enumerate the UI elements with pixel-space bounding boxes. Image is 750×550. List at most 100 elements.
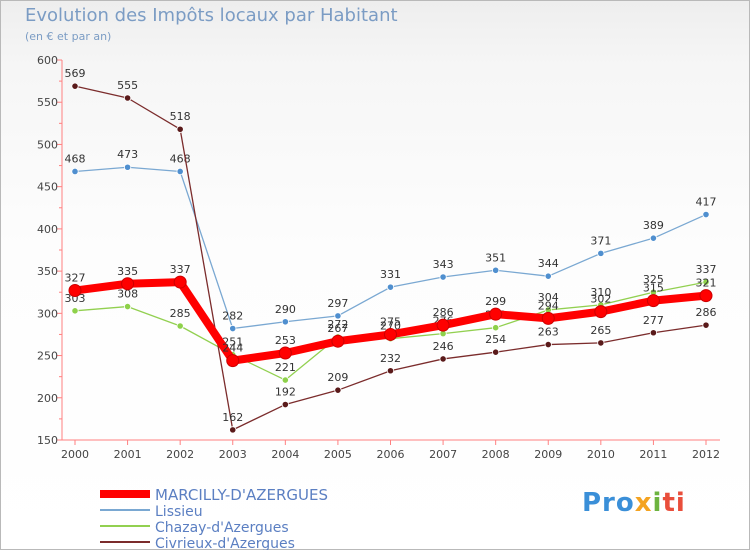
data-point: [594, 305, 608, 319]
data-label: 569: [65, 67, 86, 80]
x-tick-label: 2003: [219, 448, 247, 461]
y-tick-label: 200: [37, 392, 58, 405]
logo-part-i: i: [652, 488, 663, 518]
data-label: 192: [275, 386, 296, 399]
legend-label: Civrieux-d'Azergues: [155, 536, 295, 550]
legend-label: MARCILLY-D'AZERGUES: [155, 486, 328, 504]
x-tick-label: 2009: [534, 448, 562, 461]
data-label: 303: [65, 292, 86, 305]
data-label: 308: [117, 288, 138, 301]
data-point: [702, 278, 710, 286]
data-label: 468: [65, 152, 86, 165]
data-point: [597, 339, 605, 347]
data-point: [436, 318, 450, 332]
data-point: [281, 376, 289, 384]
data-point: [489, 307, 503, 321]
x-tick-label: 2002: [166, 448, 194, 461]
data-label: 265: [590, 324, 611, 337]
data-label: 310: [590, 286, 611, 299]
y-tick-label: 600: [37, 54, 58, 67]
data-label: 282: [222, 310, 243, 323]
y-tick-label: 350: [37, 265, 58, 278]
data-label: 244: [222, 342, 243, 355]
data-point: [229, 426, 237, 434]
x-tick-label: 2007: [429, 448, 457, 461]
data-point: [492, 324, 500, 332]
data-label: 371: [590, 234, 611, 247]
data-label: 344: [538, 257, 559, 270]
data-label: 518: [170, 110, 191, 123]
data-point: [71, 307, 79, 315]
data-point: [492, 266, 500, 274]
data-point: [226, 354, 240, 368]
data-point: [229, 324, 237, 333]
data-point: [123, 163, 132, 171]
data-point: [597, 249, 605, 257]
data-point: [541, 311, 555, 325]
x-tick-label: 2006: [377, 448, 405, 461]
data-label: 254: [485, 333, 506, 346]
y-tick-label: 150: [37, 434, 58, 447]
data-label: 263: [538, 326, 559, 339]
data-label: 351: [485, 251, 506, 264]
data-label: 277: [643, 314, 664, 327]
y-tick-label: 250: [37, 350, 58, 363]
data-point: [278, 346, 292, 360]
data-label: 253: [275, 334, 296, 347]
data-point: [649, 329, 658, 337]
data-label: 294: [538, 299, 559, 312]
data-point: [173, 275, 187, 289]
y-tick-label: 400: [37, 223, 58, 236]
data-point: [71, 167, 79, 176]
data-label: 297: [327, 297, 348, 310]
data-point: [331, 334, 345, 348]
data-point: [699, 289, 713, 303]
data-label: 389: [643, 219, 664, 232]
data-label: 162: [222, 411, 243, 424]
x-tick-label: 2011: [639, 448, 667, 461]
data-point: [334, 386, 342, 394]
x-tick-label: 2010: [587, 448, 615, 461]
data-label: 343: [433, 258, 454, 271]
data-point: [702, 210, 710, 219]
data-label: 299: [485, 295, 506, 308]
legend-label: Chazay-d'Azergues: [155, 520, 289, 536]
data-label: 473: [117, 148, 138, 161]
data-label: 251: [222, 336, 243, 349]
data-point: [68, 284, 82, 298]
data-point: [281, 318, 289, 326]
y-tick-label: 300: [37, 307, 58, 320]
data-point: [281, 400, 289, 409]
series-line-civrieux-d-azergues: [74, 85, 707, 431]
x-tick-label: 2004: [271, 448, 299, 461]
data-point: [176, 125, 184, 133]
data-label: 290: [275, 303, 296, 316]
data-point: [386, 367, 395, 375]
logo-part-pro: Pro: [582, 488, 635, 518]
chart-subtitle: (en € et par an): [25, 30, 112, 43]
data-point: [646, 294, 660, 308]
data-point: [334, 312, 342, 320]
data-point: [123, 94, 132, 102]
data-point: [439, 355, 447, 363]
data-point: [649, 234, 658, 242]
y-tick-label: 450: [37, 181, 58, 194]
x-tick-label: 2005: [324, 448, 352, 461]
data-label: 302: [590, 293, 611, 306]
data-label: 232: [380, 352, 401, 365]
data-label: 327: [65, 272, 86, 285]
data-label: 209: [327, 371, 348, 384]
chart-title: Evolution des Impôts locaux par Habitant: [25, 5, 398, 26]
data-label: 275: [380, 315, 401, 328]
proxiti-logo: Proxiti: [582, 488, 686, 518]
data-point: [123, 302, 132, 311]
data-label: 325: [643, 273, 664, 286]
data-label: 417: [696, 196, 717, 209]
data-label: 468: [170, 152, 191, 165]
x-tick-label: 2012: [692, 448, 720, 461]
logo-part-ti: ti: [662, 488, 686, 518]
logo-part-x: x: [634, 488, 653, 518]
data-label: 555: [117, 79, 138, 92]
